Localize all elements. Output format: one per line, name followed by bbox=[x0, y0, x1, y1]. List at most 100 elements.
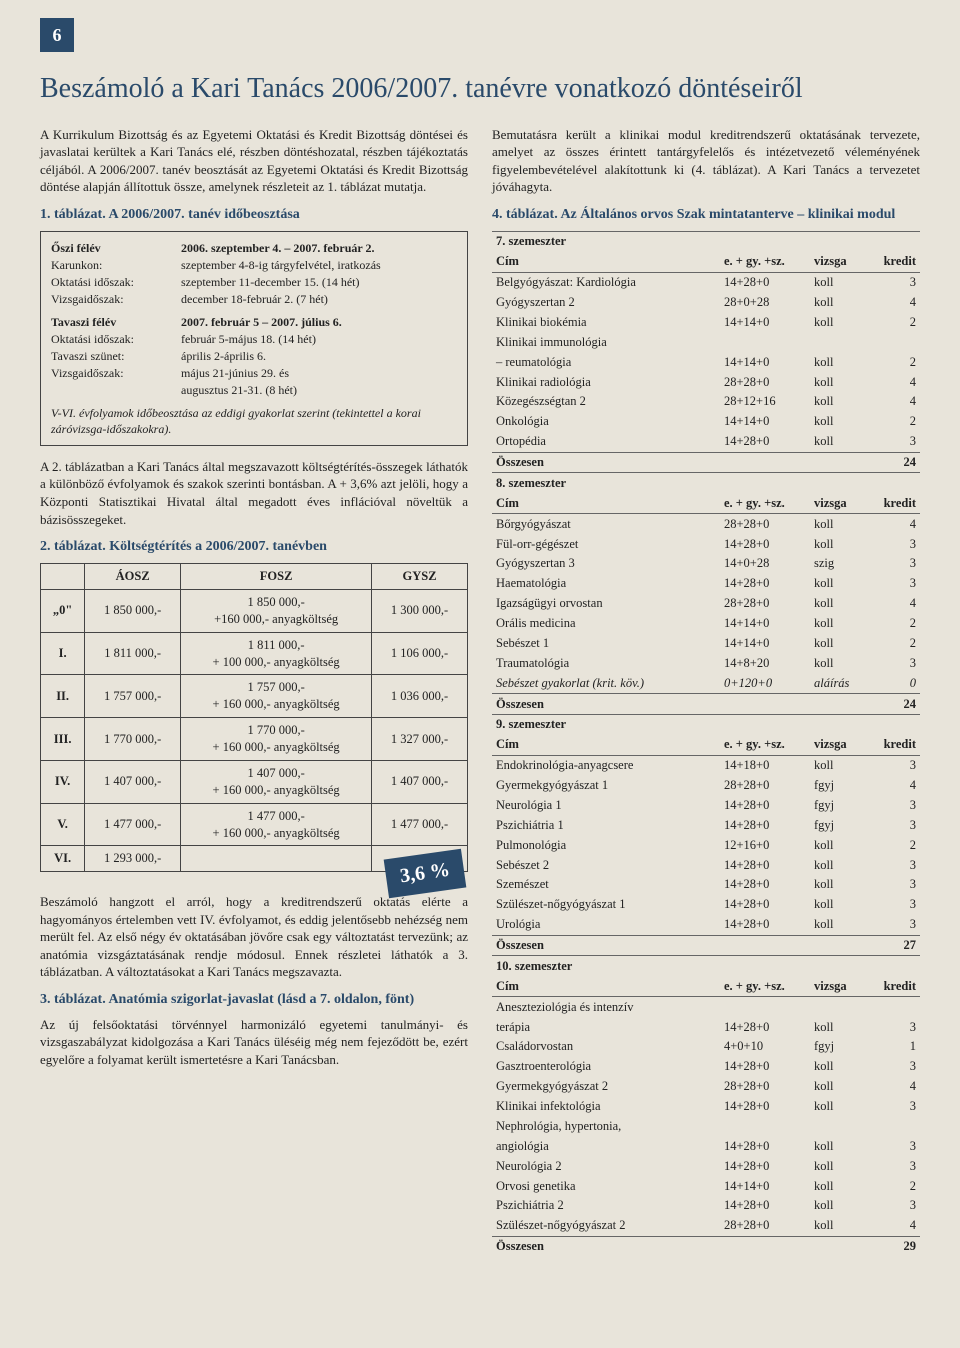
cell: 14+28+0 bbox=[720, 815, 810, 835]
cell: angiológia bbox=[492, 1136, 720, 1156]
cell: 3 bbox=[870, 855, 920, 875]
cell bbox=[181, 846, 372, 872]
table-row: Ortopédia14+28+0koll3 bbox=[492, 432, 920, 452]
table-row: Neurológia 214+28+0koll3 bbox=[492, 1156, 920, 1176]
cell: koll bbox=[810, 1136, 870, 1156]
col-head: kredit bbox=[870, 493, 920, 513]
t4-title: 4. táblázat. Az Általános orvos Szak min… bbox=[492, 206, 920, 225]
cell: 1 757 000,-+ 160 000,- anyagköltség bbox=[181, 675, 372, 718]
cell: Gyermekgyógyászat 1 bbox=[492, 776, 720, 796]
cell: 12+16+0 bbox=[720, 835, 810, 855]
cell: koll bbox=[810, 1156, 870, 1176]
cell: Igazságügyi orvostan bbox=[492, 594, 720, 614]
table-row: „0"1 850 000,-1 850 000,-+160 000,- anya… bbox=[41, 589, 468, 632]
t1-r7-v: április 2-április 6. bbox=[181, 348, 457, 364]
content-columns: A Kurrikulum Bizottság és az Egyetemi Ok… bbox=[40, 126, 920, 1257]
cell: „0" bbox=[41, 589, 85, 632]
cell: 28+28+0 bbox=[720, 1216, 810, 1236]
cell: koll bbox=[810, 895, 870, 915]
cell: Szülészet-nőgyógyászat 1 bbox=[492, 895, 720, 915]
cell: 4 bbox=[870, 776, 920, 796]
cell: koll bbox=[810, 614, 870, 634]
sum-cell bbox=[810, 1236, 870, 1256]
cell: 1 327 000,- bbox=[372, 718, 468, 761]
t1-r8-v: május 21-június 29. és bbox=[181, 365, 457, 381]
cell: koll bbox=[810, 855, 870, 875]
col-head: e. + gy. +sz. bbox=[720, 976, 810, 996]
semester-head: 9. szemeszter bbox=[492, 714, 920, 734]
cell: 3 bbox=[870, 534, 920, 554]
col-head: kredit bbox=[870, 252, 920, 272]
cell: koll bbox=[810, 594, 870, 614]
cell: Klinikai radiológia bbox=[492, 372, 720, 392]
t2-title: 2. táblázat. Költségtérítés a 2006/2007.… bbox=[40, 538, 468, 557]
cell: 3 bbox=[870, 755, 920, 775]
cell: koll bbox=[810, 1176, 870, 1196]
cell: 2 bbox=[870, 412, 920, 432]
semester-head: 10. szemeszter bbox=[492, 956, 920, 976]
sum-cell bbox=[810, 935, 870, 956]
cell: 14+28+0 bbox=[720, 432, 810, 452]
sum-cell: Összesen bbox=[492, 1236, 720, 1256]
cell: Családorvostan bbox=[492, 1037, 720, 1057]
table-row: Sebészet 114+14+0koll2 bbox=[492, 633, 920, 653]
cell: 1 811 000,-+ 100 000,- anyagköltség bbox=[181, 632, 372, 675]
table-row: Szemészet14+28+0koll3 bbox=[492, 875, 920, 895]
cell: 3 bbox=[870, 895, 920, 915]
cell: 3 bbox=[870, 1136, 920, 1156]
cell: 14+28+0 bbox=[720, 795, 810, 815]
cell: 1 477 000,- bbox=[85, 803, 181, 846]
sum-cell bbox=[720, 452, 810, 473]
cell: koll bbox=[810, 352, 870, 372]
cell: koll bbox=[810, 875, 870, 895]
cell bbox=[810, 997, 870, 1017]
cell: koll bbox=[810, 272, 870, 292]
cell: koll bbox=[810, 653, 870, 673]
cell: Klinikai infektológia bbox=[492, 1097, 720, 1117]
cell: koll bbox=[810, 915, 870, 935]
cell: 1 811 000,- bbox=[85, 632, 181, 675]
cell: Onkológia bbox=[492, 412, 720, 432]
table-2: ÁOSZ FOSZ GYSZ „0"1 850 000,-1 850 000,-… bbox=[40, 563, 468, 872]
semester-head: 8. szemeszter bbox=[492, 473, 920, 493]
t1-note: V-VI. évfolyamok időbeosztása az eddigi … bbox=[51, 405, 457, 437]
cell: Gyógyszertan 3 bbox=[492, 554, 720, 574]
cell: Aneszteziológia és intenzív bbox=[492, 997, 720, 1017]
table-row: Klinikai radiológia28+28+0koll4 bbox=[492, 372, 920, 392]
col-head: Cím bbox=[492, 735, 720, 755]
table-row: III.1 770 000,-1 770 000,-+ 160 000,- an… bbox=[41, 718, 468, 761]
table-row: Szülészet-nőgyógyászat 228+28+0koll4 bbox=[492, 1216, 920, 1236]
t1-r2-l: Karunkon: bbox=[51, 257, 181, 273]
cell: koll bbox=[810, 633, 870, 653]
cell: Pulmonológia bbox=[492, 835, 720, 855]
cell: 28+28+0 bbox=[720, 594, 810, 614]
intro-right: Bemutatásra került a klinikai modul kred… bbox=[492, 126, 920, 196]
cell: Sebészet gyakorlat (krit. köv.) bbox=[492, 673, 720, 693]
cell: 14+14+0 bbox=[720, 412, 810, 432]
cell: 3 bbox=[870, 875, 920, 895]
cell: koll bbox=[810, 293, 870, 313]
intro-left: A Kurrikulum Bizottság és az Egyetemi Ok… bbox=[40, 126, 468, 196]
cell: koll bbox=[810, 1017, 870, 1037]
cell: koll bbox=[810, 1216, 870, 1236]
col-head: Cím bbox=[492, 976, 720, 996]
cell: 2 bbox=[870, 352, 920, 372]
cell: Klinikai biokémia bbox=[492, 312, 720, 332]
t1-r8b-l bbox=[51, 382, 181, 398]
cell: aláírás bbox=[810, 673, 870, 693]
t1-r2-v: szeptember 4-8-ig tárgyfelvétel, iratkoz… bbox=[181, 257, 457, 273]
cell: 4 bbox=[870, 372, 920, 392]
table-row: Onkológia14+14+0koll2 bbox=[492, 412, 920, 432]
table-row: Urológia14+28+0koll3 bbox=[492, 915, 920, 935]
sum-cell bbox=[720, 694, 810, 715]
cell: 2 bbox=[870, 312, 920, 332]
table-row: Gyermekgyógyászat 128+28+0fgyj4 bbox=[492, 776, 920, 796]
cell: 28+0+28 bbox=[720, 293, 810, 313]
cell: 14+28+0 bbox=[720, 915, 810, 935]
cell: 1 bbox=[870, 1037, 920, 1057]
cell: 28+28+0 bbox=[720, 372, 810, 392]
cell: Pszichiátria 2 bbox=[492, 1196, 720, 1216]
cell: Neurológia 1 bbox=[492, 795, 720, 815]
cell: Sebészet 2 bbox=[492, 855, 720, 875]
cell: fgyj bbox=[810, 795, 870, 815]
